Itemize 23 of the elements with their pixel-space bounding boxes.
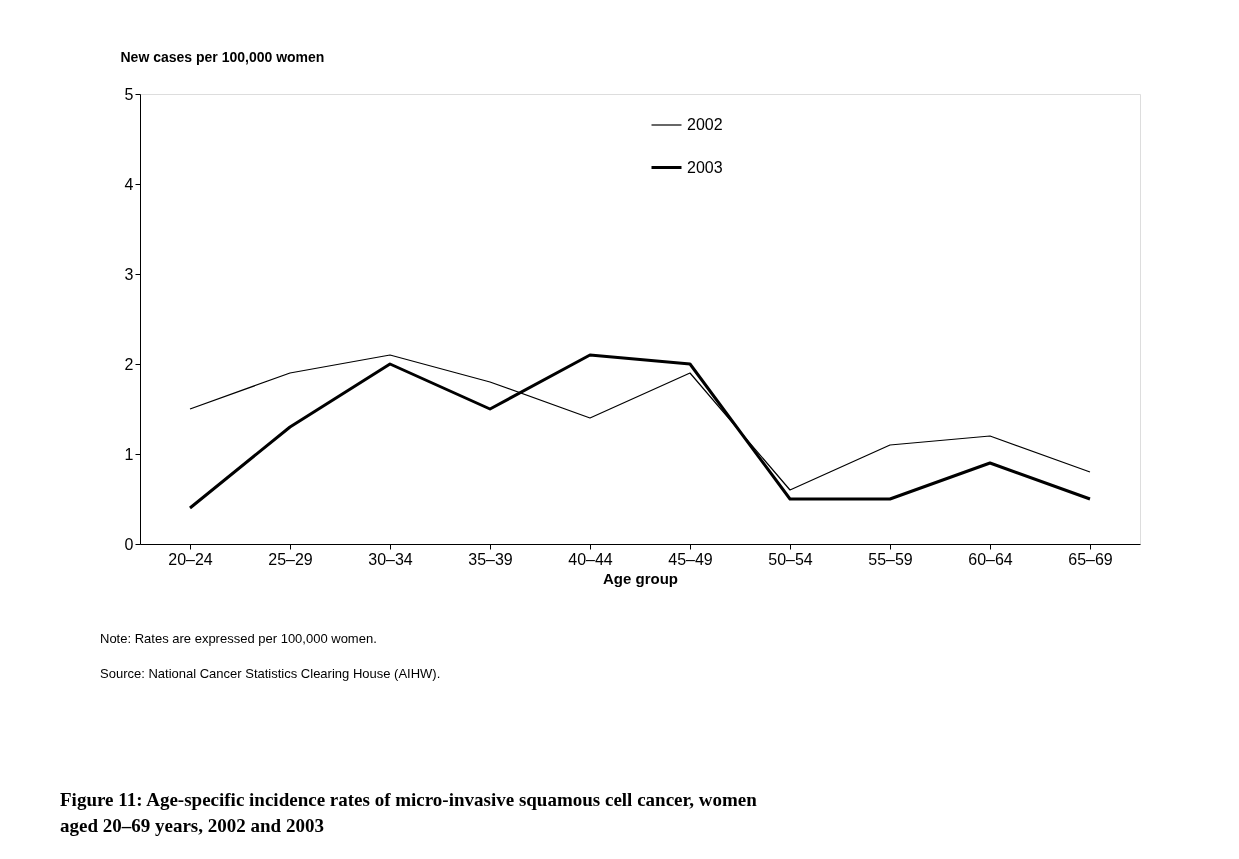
y-tick-label: 3 — [124, 265, 134, 283]
y-tick-label: 0 — [124, 535, 134, 553]
x-tick-label: 30–34 — [368, 550, 413, 568]
y-tick-label: 1 — [124, 445, 134, 463]
y-tick-label: 2 — [124, 355, 134, 373]
source-note: Source: National Cancer Statistics Clearing House (AIHW). — [100, 666, 441, 681]
text: Figure 11: Age-specific incidence rates of micro-invasive squamous cell cancer, women aged 20–69 years, 2002 and 2003 — [60, 789, 758, 836]
x-tick-label: 55–59 — [868, 550, 913, 568]
y-tick-label: 5 — [124, 85, 134, 103]
y-axis-title: New cases per 100,000 women — [120, 48, 325, 65]
legend-label: 2003 — [687, 158, 723, 176]
y-tick-label: 4 — [124, 175, 134, 193]
x-tick-label: 40–44 — [568, 550, 613, 568]
x-tick-label: 45–49 — [668, 550, 713, 568]
x-tick-label: 65–69 — [1068, 550, 1113, 568]
legend-label: 2002 — [687, 116, 723, 133]
x-axis-title: Age group — [603, 569, 678, 587]
text: Note: Rates are expressed per 100,000 women. — [100, 631, 377, 646]
x-tick-label: 50–54 — [768, 550, 813, 568]
x-tick-label: 35–39 — [468, 550, 513, 568]
x-tick-label: 20–24 — [168, 550, 213, 568]
x-tick-label: 25–29 — [268, 550, 313, 568]
x-tick-label: 60–64 — [968, 550, 1013, 568]
